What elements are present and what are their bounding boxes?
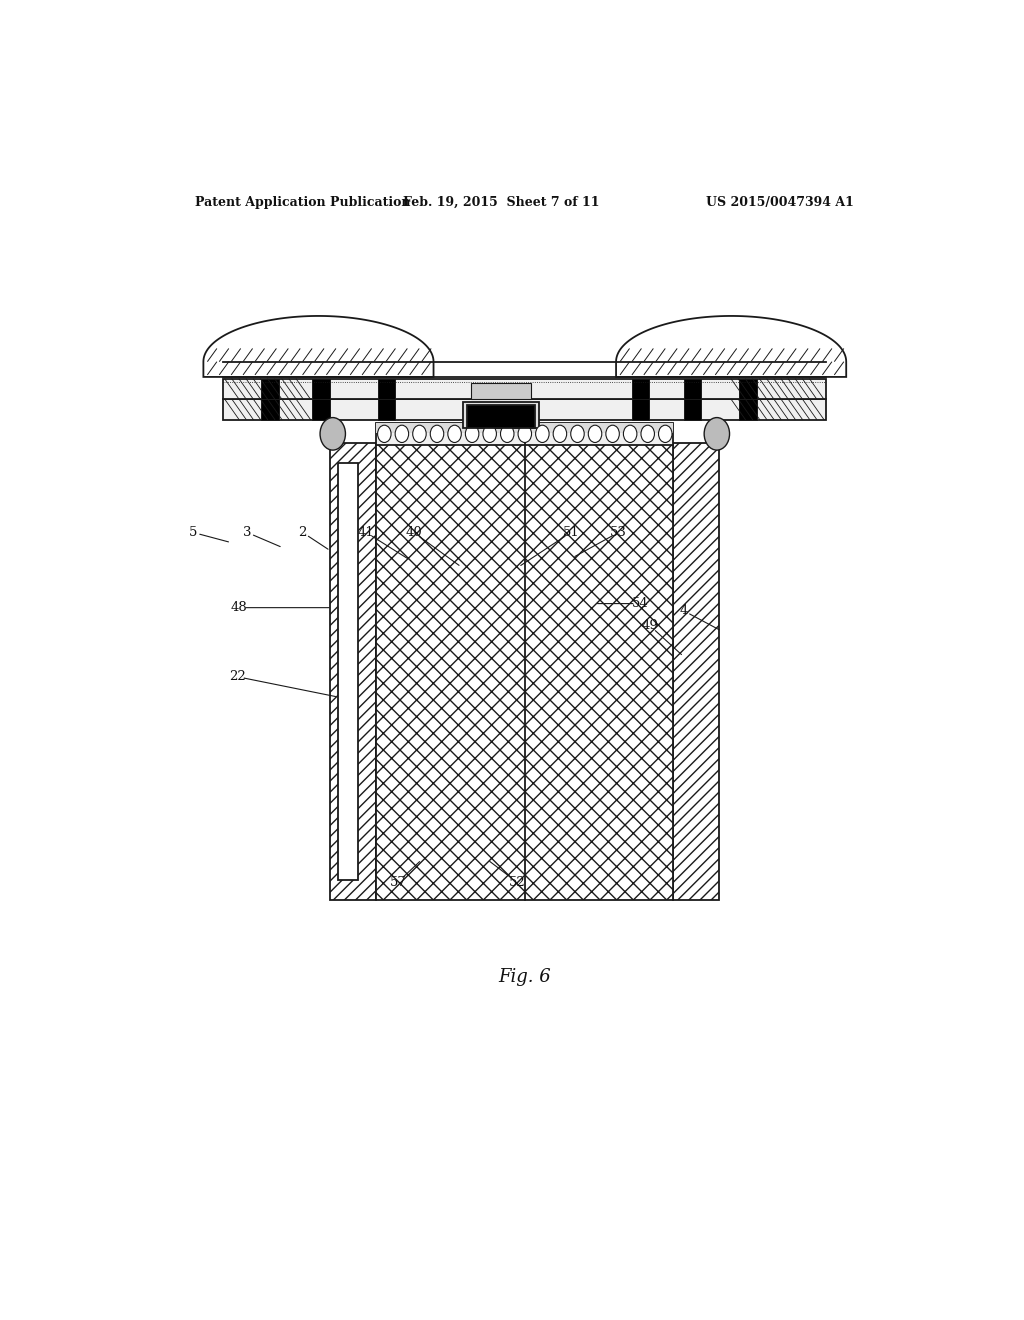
Text: 22: 22 — [229, 671, 246, 684]
Text: 5: 5 — [188, 525, 198, 539]
Circle shape — [624, 425, 637, 442]
Bar — [684, 399, 701, 420]
Circle shape — [570, 425, 585, 442]
Bar — [261, 399, 279, 420]
Bar — [377, 422, 673, 445]
Bar — [684, 379, 701, 399]
Text: 49: 49 — [642, 619, 658, 632]
Bar — [378, 379, 395, 399]
Circle shape — [518, 425, 531, 442]
Bar — [223, 362, 826, 378]
Polygon shape — [204, 315, 433, 378]
Circle shape — [705, 417, 729, 450]
Text: US 2015/0047394 A1: US 2015/0047394 A1 — [707, 195, 854, 209]
Bar — [463, 403, 539, 428]
Text: 51: 51 — [562, 525, 580, 539]
Bar — [673, 444, 719, 900]
Text: 53: 53 — [610, 525, 627, 539]
Bar — [223, 379, 826, 399]
Bar — [312, 379, 330, 399]
Bar — [632, 399, 649, 420]
Circle shape — [501, 425, 514, 442]
Text: 4: 4 — [679, 605, 688, 618]
Bar — [632, 379, 649, 399]
Text: Patent Application Publication: Patent Application Publication — [196, 195, 411, 209]
Bar — [739, 379, 757, 399]
Bar — [471, 383, 530, 399]
Circle shape — [413, 425, 426, 442]
Circle shape — [658, 425, 672, 442]
Bar — [467, 405, 535, 428]
Circle shape — [447, 425, 462, 442]
Circle shape — [641, 425, 654, 442]
Text: Feb. 19, 2015  Sheet 7 of 11: Feb. 19, 2015 Sheet 7 of 11 — [402, 195, 599, 209]
Text: 48: 48 — [230, 601, 248, 614]
Text: 3: 3 — [243, 525, 251, 539]
Bar — [739, 399, 757, 420]
Bar — [377, 444, 673, 900]
Circle shape — [465, 425, 479, 442]
Bar — [223, 399, 826, 420]
Bar — [312, 399, 330, 420]
Circle shape — [536, 425, 549, 442]
Circle shape — [321, 417, 345, 450]
Text: 2: 2 — [298, 525, 307, 539]
Bar — [377, 422, 673, 433]
Text: 41: 41 — [357, 525, 375, 539]
Text: 54: 54 — [632, 597, 648, 610]
Circle shape — [395, 425, 409, 442]
Circle shape — [378, 425, 391, 442]
Polygon shape — [616, 315, 846, 378]
Circle shape — [483, 425, 497, 442]
Circle shape — [430, 425, 443, 442]
Text: 57: 57 — [389, 875, 407, 888]
Text: 52: 52 — [509, 875, 525, 888]
Bar — [331, 444, 377, 900]
Circle shape — [606, 425, 620, 442]
Circle shape — [588, 425, 602, 442]
Circle shape — [553, 425, 566, 442]
Bar — [261, 379, 279, 399]
Bar — [338, 463, 358, 880]
Text: 40: 40 — [406, 525, 422, 539]
Text: Fig. 6: Fig. 6 — [499, 968, 551, 986]
Bar — [378, 399, 395, 420]
